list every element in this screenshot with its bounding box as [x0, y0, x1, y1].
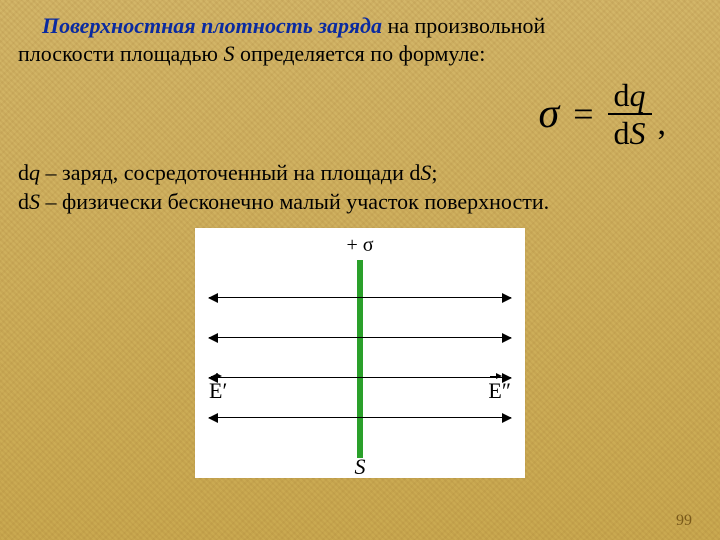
arrow-right-icon [502, 293, 512, 303]
e-left-label: E′ [209, 378, 227, 404]
para-line2-a: плоскости площадью [18, 41, 223, 66]
diagram-wrap: + σ E′ E″ S [18, 228, 702, 478]
field-line [209, 417, 511, 418]
arrow-left-icon [208, 413, 218, 423]
formula-sigma: σ [538, 90, 559, 138]
arrow-right-icon [502, 413, 512, 423]
diagram: + σ E′ E″ S [195, 228, 525, 478]
field-line [209, 297, 511, 298]
def1-rest: – заряд, сосредоточенный на площади d [40, 160, 420, 185]
def-dq: dq – заряд, сосредоточенный на площади d… [18, 159, 702, 188]
s-label: S [355, 454, 366, 480]
formula-fraction: dq dS [608, 79, 652, 149]
field-lines [209, 278, 511, 438]
para-S: S [223, 41, 234, 66]
sigma-label: + σ [346, 234, 373, 257]
field-line [209, 377, 511, 378]
formula-row: σ = dq dS , [18, 73, 702, 155]
formula-eq: = [573, 93, 593, 135]
intro-paragraph: Поверхностная плотность заряда на произв… [18, 12, 702, 67]
formula-comma: , [658, 105, 667, 149]
num-d: d [614, 77, 630, 113]
field-line [209, 337, 511, 338]
definitions: dq – заряд, сосредоточенный на площади d… [18, 159, 702, 216]
den-d: d [614, 115, 630, 151]
term: Поверхностная плотность заряда [42, 13, 382, 38]
para-line2-b: определяется по формуле: [234, 41, 485, 66]
def1-d: d [18, 160, 29, 185]
def1-q: q [29, 160, 40, 185]
arrow-left-icon [208, 333, 218, 343]
def-dS: dS – физически бесконечно малый участок … [18, 188, 702, 217]
arrow-left-icon [208, 293, 218, 303]
def2-S: S [29, 189, 40, 214]
para-rest-1: на произвольной [382, 13, 545, 38]
arrow-right-icon [502, 333, 512, 343]
formula: σ = dq dS , [538, 79, 666, 149]
e-right-label: E″ [488, 378, 511, 404]
den-S: S [630, 115, 646, 151]
def1-end: ; [431, 160, 437, 185]
num-q: q [630, 77, 646, 113]
def2-d: d [18, 189, 29, 214]
page-number: 99 [676, 512, 692, 530]
def1-S: S [420, 160, 431, 185]
def2-rest: – физически бесконечно малый участок пов… [40, 189, 549, 214]
